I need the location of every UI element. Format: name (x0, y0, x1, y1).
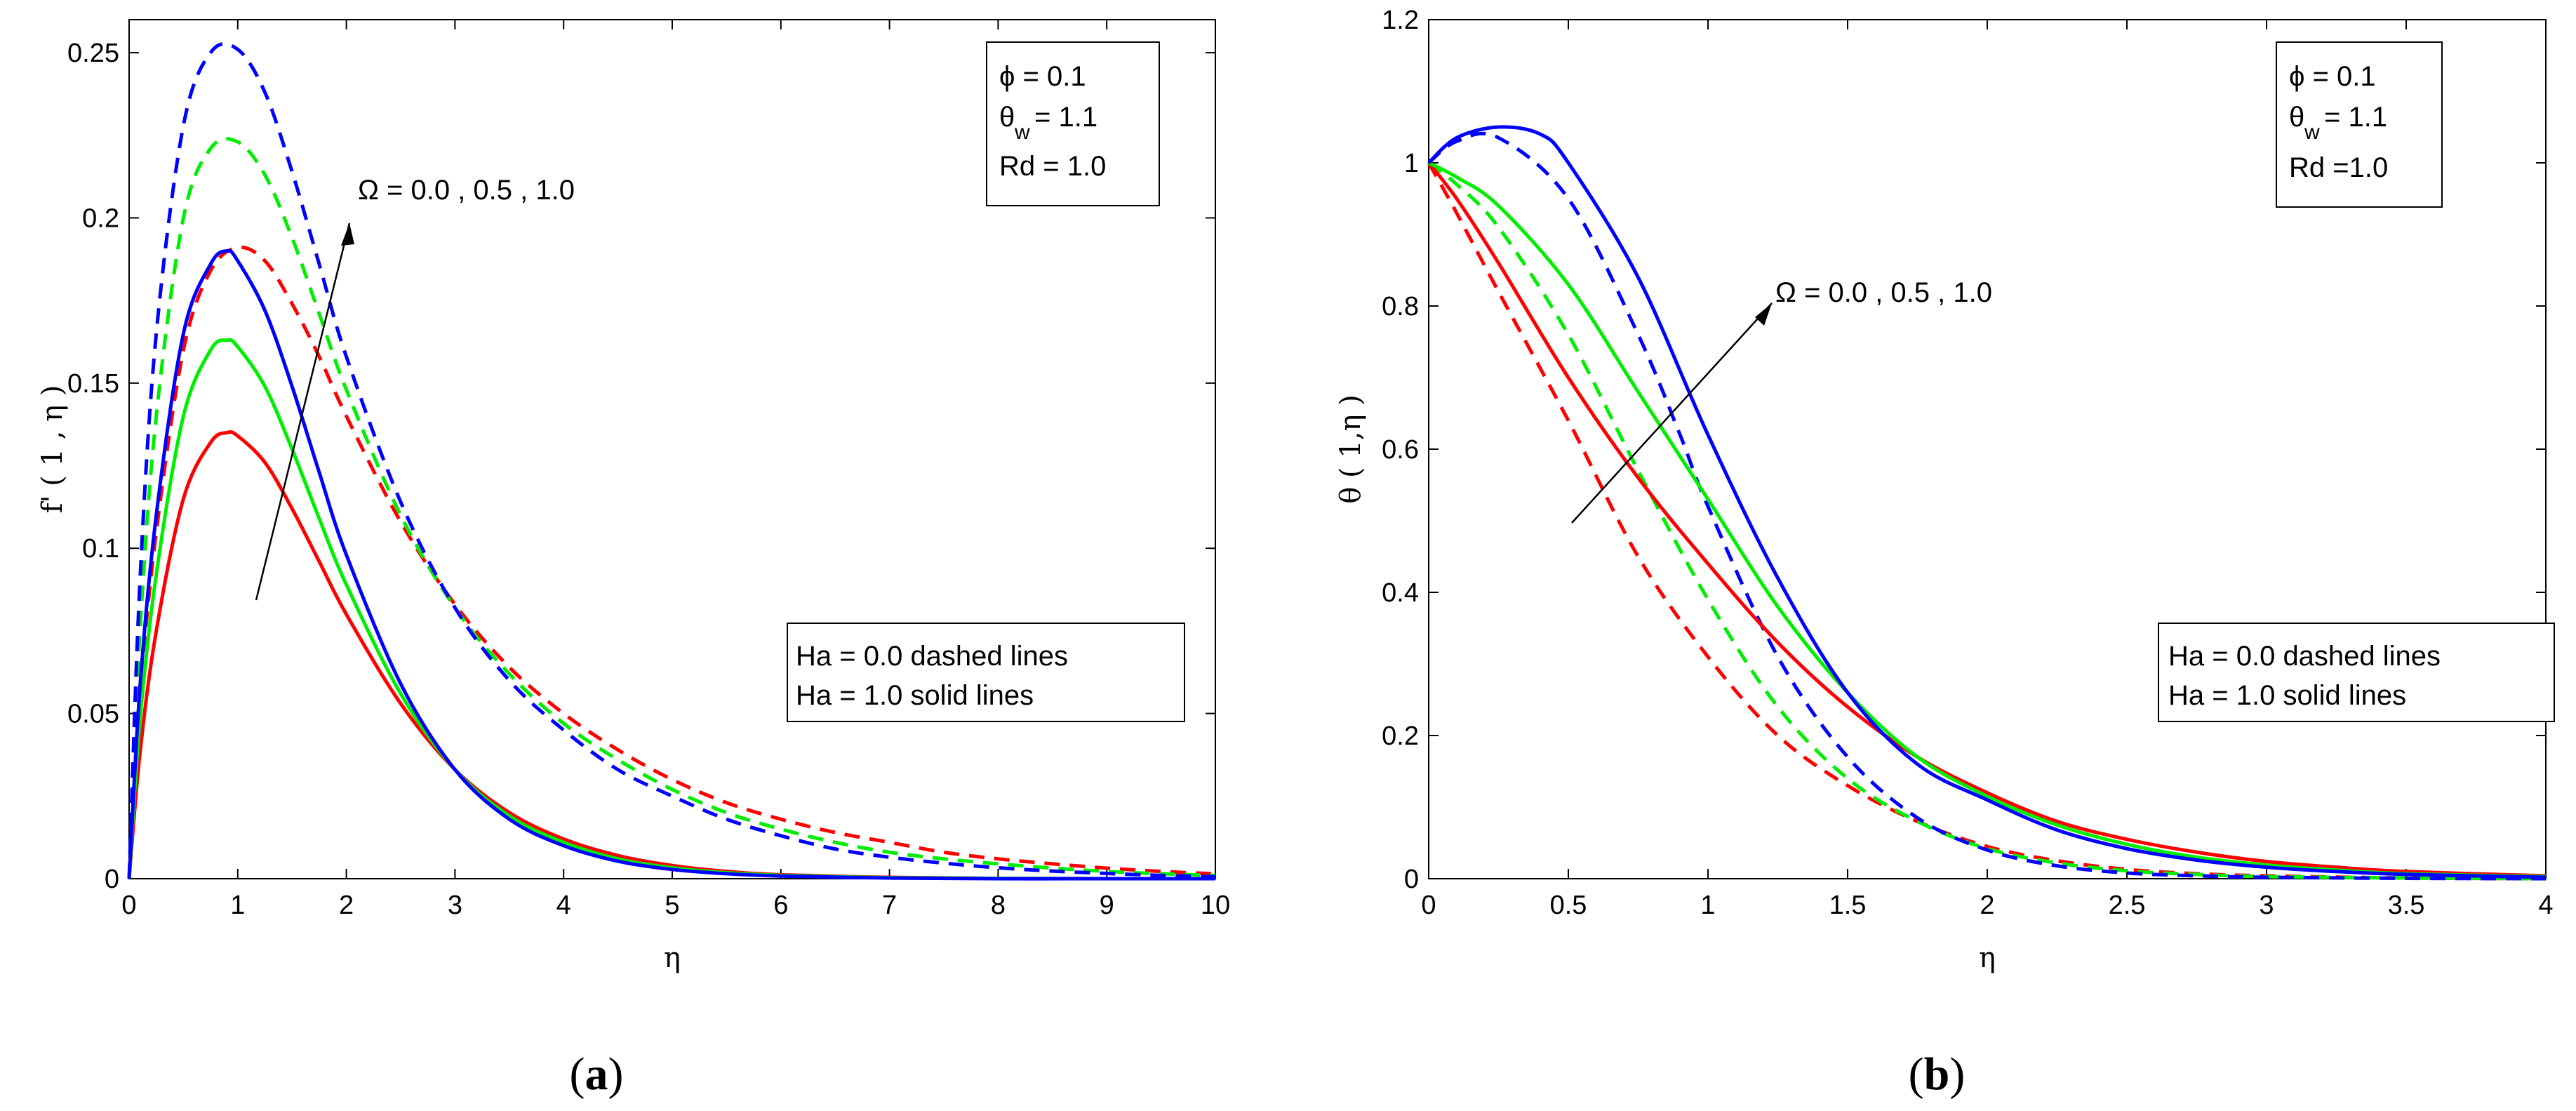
panel-b-y-tick-label: 0.8 (1382, 292, 1419, 321)
panel-b-x-label: η (1979, 942, 1996, 974)
panel-b-lines (1427, 125, 2547, 881)
panel-b-arrow-line (1571, 302, 1773, 524)
panel-a-y-tick-label: 0.2 (82, 204, 119, 233)
panel-b-legend-dashed: Ha = 0.0 dashed lines (2168, 641, 2441, 672)
panel-b-x-tick-label: 2 (1980, 891, 1994, 920)
panel-a-params-box (986, 41, 1160, 206)
panel-a-legend-solid: Ha = 1.0 solid lines (796, 680, 1034, 711)
panel-b-series-5 (1427, 125, 2547, 879)
panel-b-param-rd: Rd =1.0 (2289, 152, 2388, 183)
panel-a-y-label: f' ( 1 , η ) (36, 385, 69, 514)
panel-b-series-3 (1427, 161, 2547, 878)
panel-a-x-tick-label: 0 (121, 891, 136, 920)
panel-b-x-tick-label: 1 (1700, 891, 1715, 920)
panel-b-y-tick-label: 0.4 (1382, 578, 1419, 608)
panel-b-series-4 (1427, 161, 2547, 879)
panel-a-param-rd: Rd = 1.0 (999, 151, 1106, 182)
panel-a-param-theta-val: = 1.1 (1034, 102, 1097, 133)
panel-a-arrow-head (341, 223, 354, 246)
panel-a-x-tick-label: 10 (1201, 891, 1230, 920)
panel-b-x-tick-label: 1.5 (1829, 891, 1867, 920)
panel-b-legend-box (2158, 623, 2555, 722)
panel-a-y-tick-label: 0.05 (67, 700, 119, 729)
panel-b-x-tick-label: 3.5 (2388, 891, 2425, 920)
panel-b-x-tick-label: 3 (2259, 891, 2274, 920)
panel-a-x-tick-label: 6 (773, 891, 788, 920)
panel-b-legend-solid: Ha = 1.0 solid lines (2168, 680, 2406, 711)
panel-a-x-tick-label: 5 (665, 891, 679, 920)
panel-b-x-tick-label: 0.5 (1550, 891, 1587, 920)
panel-b-ticks: 0 0.5 1 1.5 2 2.5 3 3.5 4 0 0.2 0.4 0.6 0.8 1 1.2 (1382, 6, 2553, 920)
panel-b-arrow-label: Ω = 0.0 , 0.5 , 1.0 (1775, 277, 1992, 308)
panel-a-lines (127, 41, 1216, 881)
panel-b-param-theta-val: = 1.1 (2324, 102, 2387, 133)
panel-a-x-label: η (664, 942, 681, 974)
panel-a-x-tick-label: 8 (991, 891, 1006, 920)
panel-a-param-phi: ϕ = 0.1 (999, 61, 1086, 92)
panel-b: 0 0.5 1 1.5 2 2.5 3 3.5 4 0 0.2 0.4 0.6 0.8 1 1.2 η θ (… (1335, 6, 2555, 974)
panel-a-arrow-label: Ω = 0.0 , 0.5 , 1.0 (358, 175, 575, 206)
panel-b-x-tick-label: 0 (1421, 891, 1436, 920)
panel-a-ticks: 0 1 2 3 4 5 6 7 8 9 10 0 0.05 0.1 0.15 0.2 0.25 (67, 20, 1230, 920)
caption-a: (a) (570, 1049, 624, 1100)
panel-b-series-0 (1427, 161, 2547, 881)
panel-b-x-tick-label: 2.5 (2109, 891, 2146, 920)
panel-b-y-label: θ ( 1,η ) (1335, 394, 1367, 504)
panel-b-y-tick-label: 0 (1404, 865, 1419, 894)
panel-b-arrow-head (1755, 303, 1772, 326)
panel-b-param-theta-sub: w (2304, 121, 2320, 144)
panel-b-series-1 (1427, 161, 2547, 881)
panel-a-y-tick-label: 0.25 (67, 39, 119, 68)
panel-a-x-tick-label: 2 (339, 891, 354, 920)
panel-a-y-tick-label: 0.15 (67, 369, 119, 399)
caption-b: (b) (1909, 1049, 1966, 1100)
panel-b-x-tick-label: 4 (2538, 891, 2553, 920)
panel-a-legend-box (787, 623, 1185, 722)
panel-a-legend-dashed: Ha = 0.0 dashed lines (796, 641, 1068, 672)
panel-a-x-tick-label: 1 (230, 891, 245, 920)
panel-a-x-tick-label: 7 (882, 891, 897, 920)
panel-a-series-5 (127, 248, 1215, 881)
panel-a-y-tick-label: 0.1 (82, 534, 119, 564)
panel-b-param-theta: θ (2289, 102, 2304, 133)
panel-a-x-tick-label: 4 (556, 891, 571, 920)
panel-b-series-2 (1427, 131, 2547, 881)
panel-a: 0 1 2 3 4 5 6 7 8 9 10 0 0.05 0.1 0.15 0.2 0.25 η f' ( 1… (36, 19, 1230, 974)
panel-b-params-box (2276, 41, 2443, 208)
panel-b-y-tick-label: 0.2 (1382, 721, 1419, 751)
panel-a-series-0 (127, 245, 1216, 879)
panel-a-param-theta: θ (999, 102, 1015, 133)
panel-a-y-tick-label: 0 (105, 865, 119, 894)
panel-a-series-1 (127, 137, 1216, 879)
panel-a-x-tick-label: 3 (448, 891, 462, 920)
panel-a-x-tick-label: 9 (1100, 891, 1114, 920)
panel-a-param-theta-sub: w (1014, 121, 1030, 144)
panel-a-arrow-line (255, 222, 351, 601)
panel-b-param-phi: ϕ = 0.1 (2289, 61, 2376, 92)
panel-b-y-tick-label: 0.6 (1382, 435, 1419, 465)
panel-b-y-tick-label: 1 (1404, 149, 1419, 178)
panel-b-y-tick-label: 1.2 (1382, 6, 1419, 35)
